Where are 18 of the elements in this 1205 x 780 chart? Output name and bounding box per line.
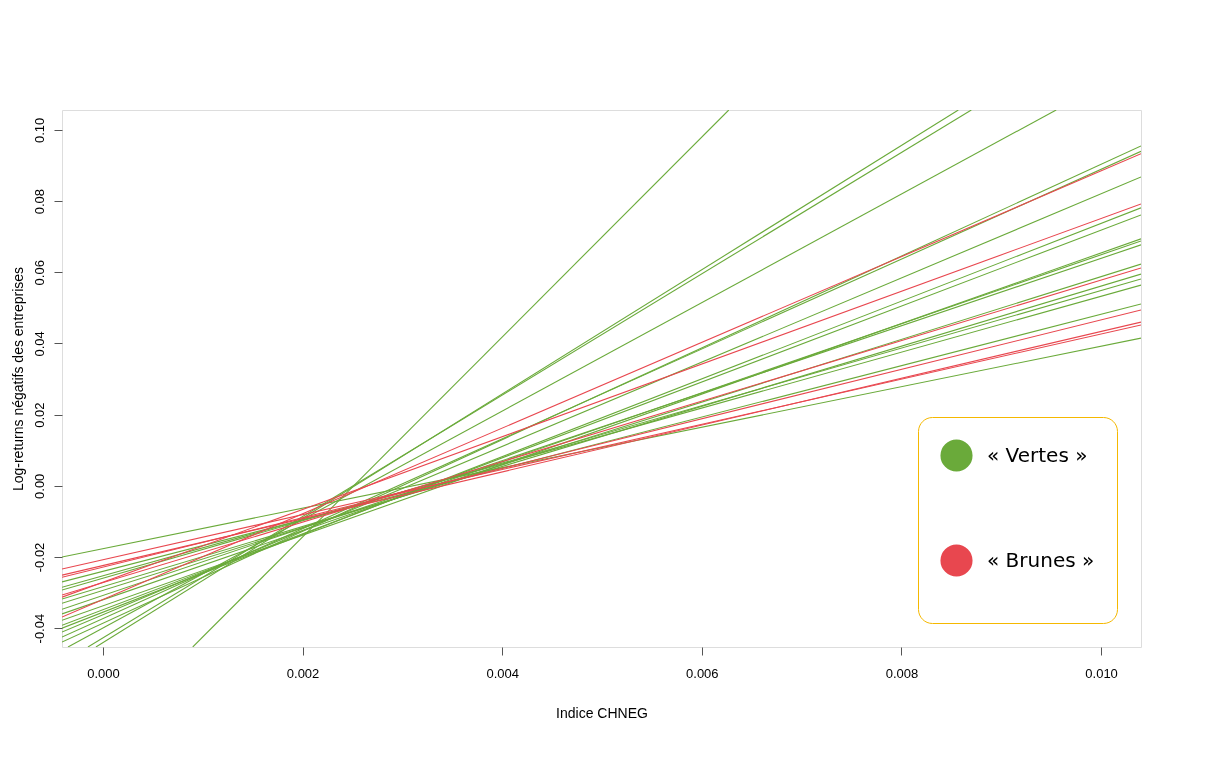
y-tick-label: 0.02 (31, 402, 47, 428)
y-tick-label: -0.04 (31, 613, 47, 644)
x-tick-label: 0.000 (87, 665, 120, 681)
x-tick-label: 0.006 (686, 665, 719, 681)
y-tick-label: 0.08 (31, 188, 47, 215)
x-tick-label: 0.002 (286, 665, 320, 681)
x-tick-label: 0.008 (885, 665, 919, 681)
legend-label: « Brunes » (987, 547, 1095, 572)
y-axis-title: Log-returns négatifs des entreprises (9, 266, 26, 492)
y-tick-label: 0.10 (31, 117, 47, 144)
y-tick-label: -0.02 (31, 542, 47, 573)
y-tick-label: 0.04 (31, 331, 47, 357)
x-tick-label: 0.004 (486, 665, 519, 681)
x-tick-label: 0.010 (1085, 665, 1118, 681)
x-axis-title: Indice CHNEG (556, 704, 648, 721)
y-tick-label: 0.06 (31, 260, 47, 286)
legend-label: « Vertes » (987, 442, 1088, 467)
y-tick-label: 0.00 (31, 473, 47, 499)
